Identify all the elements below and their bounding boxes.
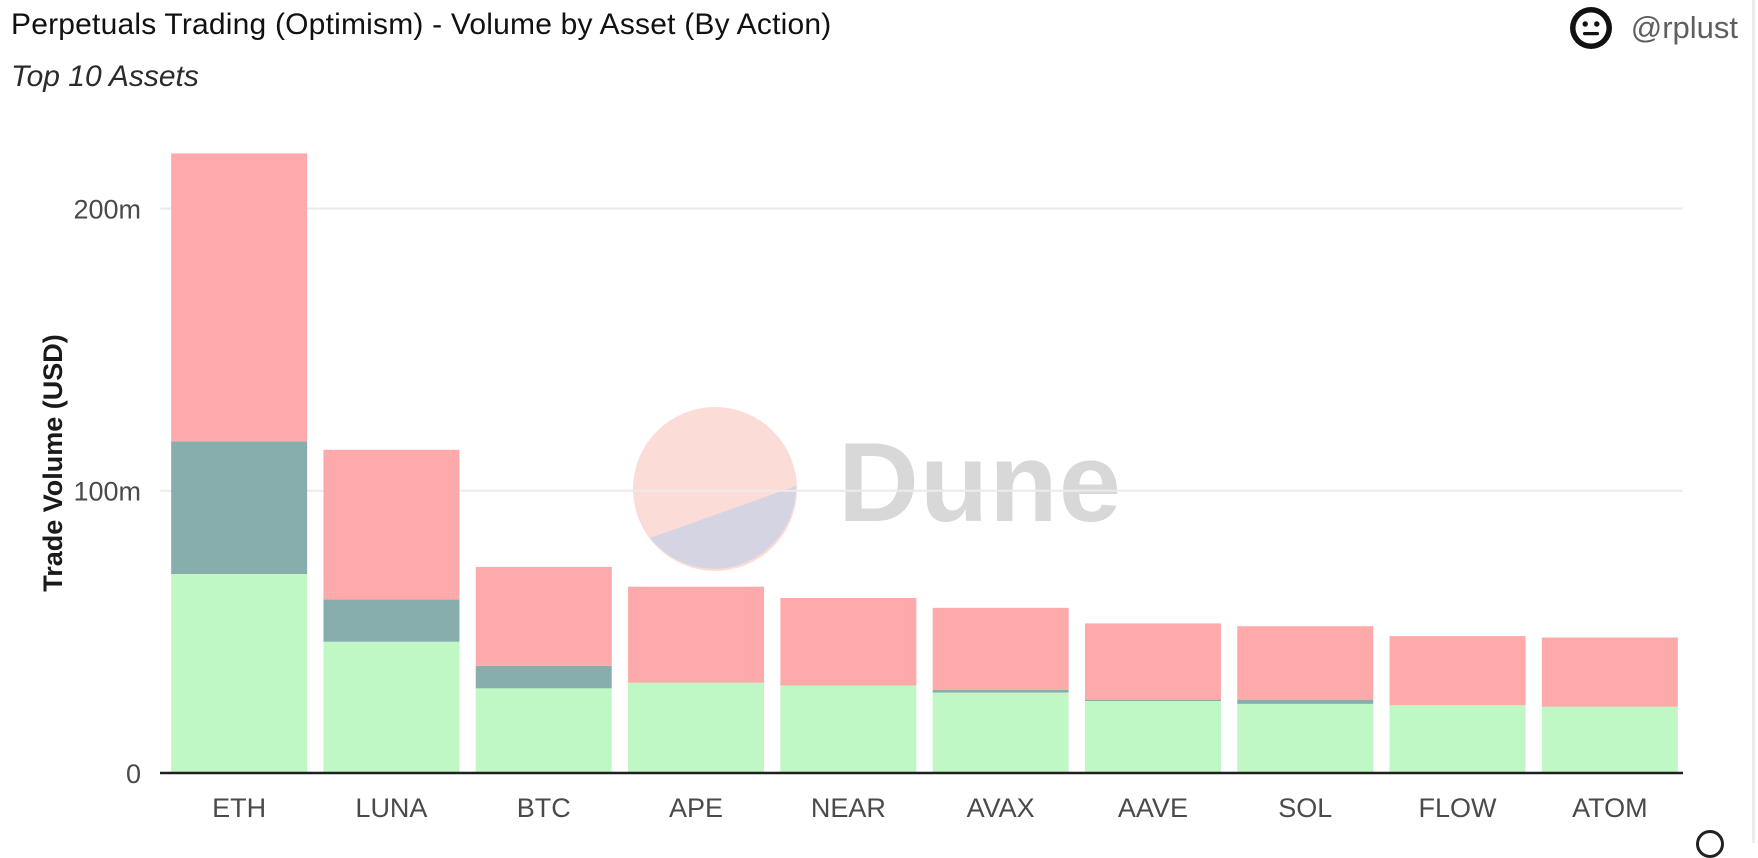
x-tick-label: ATOM <box>1572 793 1648 823</box>
bar-eth-series-bottom[interactable] <box>171 573 308 773</box>
x-tick-label: BTC <box>517 793 571 823</box>
y-axis-label: Trade Volume (USD) <box>38 334 68 592</box>
bar-sol-series-top[interactable] <box>1237 626 1374 700</box>
bar-eth-series-middle[interactable] <box>171 441 308 574</box>
bar-avax-series-middle[interactable] <box>932 689 1069 693</box>
bar-atom-series-bottom[interactable] <box>1541 706 1678 773</box>
bar-near-series-top[interactable] <box>780 597 917 686</box>
bar-luna-series-middle[interactable] <box>323 599 460 642</box>
bar-flow-series-bottom[interactable] <box>1389 705 1526 773</box>
chart-subtitle: Top 10 Assets <box>11 60 199 93</box>
bar-ape-series-top[interactable] <box>628 586 765 683</box>
bar-flow-series-top[interactable] <box>1389 636 1526 706</box>
y-tick-label: 0 <box>126 759 141 789</box>
bar-aave-series-bottom[interactable] <box>1084 701 1221 773</box>
bar-sol-series-middle[interactable] <box>1237 699 1374 704</box>
chart-title: Perpetuals Trading (Optimism) - Volume b… <box>11 8 832 41</box>
labels-layer: 0 100m 200m ETH LUNA BTC APE NEAR AVAX AAVE SOL FLO… <box>38 194 1648 823</box>
x-tick-label: ETH <box>212 793 266 823</box>
x-tick-label: LUNA <box>355 793 427 823</box>
bar-eth-series-top[interactable] <box>171 153 308 442</box>
bar-avax-series-top[interactable] <box>932 607 1069 690</box>
bar-atom-series-top[interactable] <box>1541 637 1678 707</box>
scrollbar[interactable] <box>1752 0 1755 843</box>
x-tick-label: FLOW <box>1419 793 1498 823</box>
bars-layer <box>171 153 1678 773</box>
bar-near-series-bottom[interactable] <box>780 685 917 773</box>
bar-luna-series-bottom[interactable] <box>323 641 460 773</box>
bar-sol-series-bottom[interactable] <box>1237 703 1374 773</box>
bar-btc-series-top[interactable] <box>475 566 612 666</box>
bar-aave-series-middle[interactable] <box>1084 699 1221 702</box>
bar-btc-series-middle[interactable] <box>475 665 612 689</box>
bar-luna-series-top[interactable] <box>323 449 460 600</box>
x-tick-label: SOL <box>1278 793 1332 823</box>
x-tick-label: APE <box>669 793 723 823</box>
y-tick-label: 200m <box>73 194 141 224</box>
neutral-face-icon <box>1569 7 1612 49</box>
grid-layer <box>160 207 1683 492</box>
x-tick-label: AVAX <box>967 793 1035 823</box>
x-tick-label: NEAR <box>811 793 886 823</box>
x-tick-label: AAVE <box>1118 793 1188 823</box>
bar-btc-series-bottom[interactable] <box>475 688 612 773</box>
chart-header: Perpetuals Trading (Optimism) - Volume b… <box>0 0 1758 110</box>
bar-aave-series-top[interactable] <box>1084 623 1221 700</box>
bar-avax-series-bottom[interactable] <box>932 692 1069 773</box>
author-handle[interactable]: @rplust <box>1630 10 1738 45</box>
author-badge[interactable]: @rplust <box>1569 6 1738 50</box>
y-tick-label: 100m <box>73 477 141 507</box>
corner-ring-icon <box>1696 830 1724 858</box>
bar-ape-series-bottom[interactable] <box>628 682 765 773</box>
